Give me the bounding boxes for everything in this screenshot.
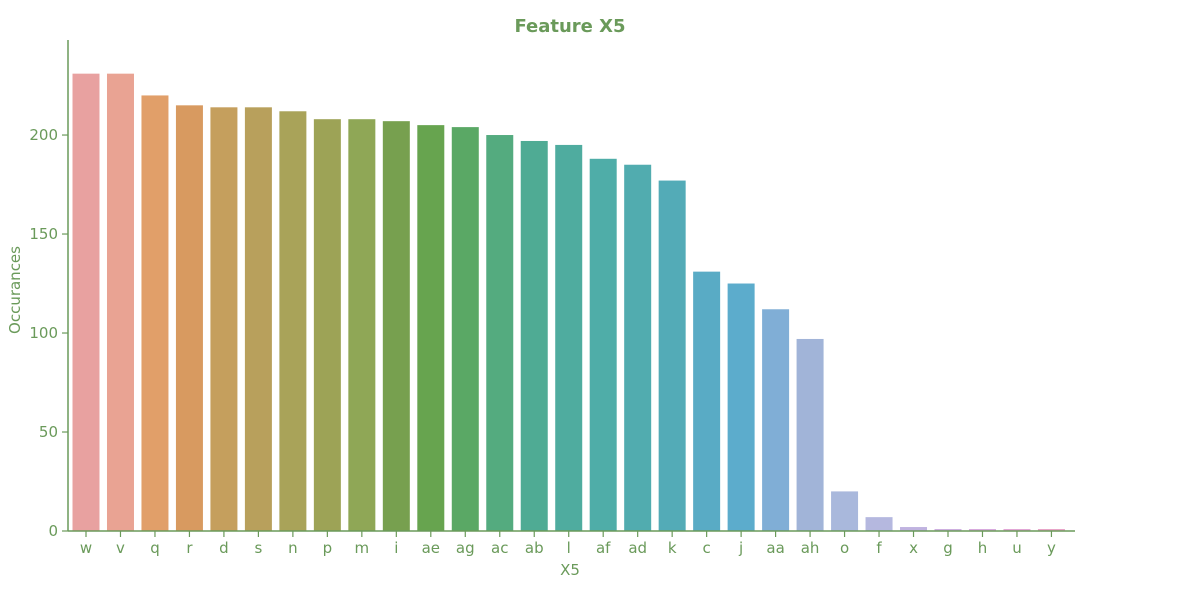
x-tick-label-c: c <box>703 539 711 557</box>
bar-i <box>382 121 410 532</box>
y-tick-label: 200 <box>29 126 58 144</box>
bar-u <box>1003 529 1031 531</box>
bar-f <box>865 517 893 531</box>
bar-c <box>693 271 721 531</box>
x-tick-label-j: j <box>738 539 743 557</box>
x-tick-label-d: d <box>219 539 229 557</box>
bar-h <box>968 529 996 531</box>
x-tick-label-u: u <box>1012 539 1022 557</box>
x-tick-label-q: q <box>150 539 160 557</box>
x-tick-label-ab: ab <box>525 539 544 557</box>
y-axis-ticks: 0 50 100 150 200 <box>29 126 68 540</box>
bar-af <box>589 158 617 532</box>
bar-w <box>72 73 100 531</box>
bar-y <box>1037 529 1065 531</box>
x-tick-label-ae: ae <box>422 539 440 557</box>
x-tick-label-n: n <box>288 539 298 557</box>
bar-ae <box>417 125 445 531</box>
x-tick-label-s: s <box>254 539 262 557</box>
y-tick-label: 0 <box>48 522 58 540</box>
x-tick-label-y: y <box>1047 539 1056 557</box>
x-tick-label-af: af <box>596 539 611 557</box>
bar-ad <box>624 164 652 532</box>
bar-p <box>313 119 341 531</box>
bar-ab <box>520 140 548 531</box>
x-tick-label-v: v <box>116 539 125 557</box>
x-axis-ticks: w v q r d s n p m i ae ag ac ab l af ad k c j aa ah o f x g h u y <box>80 531 1056 557</box>
x-tick-label-ah: ah <box>801 539 820 557</box>
bar-d <box>210 107 238 531</box>
bar-ah <box>796 338 824 531</box>
bar-m <box>348 119 376 531</box>
y-axis-label: Occurances <box>6 246 24 334</box>
bar-l <box>555 144 583 531</box>
x-tick-label-l: l <box>567 539 571 557</box>
x-tick-label-o: o <box>840 539 849 557</box>
bar-x <box>900 527 928 531</box>
bar-n <box>279 111 307 532</box>
x-axis-label: X5 <box>560 561 580 579</box>
x-tick-label-h: h <box>978 539 988 557</box>
bar-j <box>727 283 755 531</box>
bar-g <box>934 529 962 531</box>
x-tick-label-f: f <box>876 539 882 557</box>
x-tick-label-ac: ac <box>491 539 508 557</box>
x-tick-label-ag: ag <box>456 539 475 557</box>
x-tick-label-m: m <box>355 539 370 557</box>
bar-k <box>658 180 686 531</box>
y-tick-label: 100 <box>29 324 58 342</box>
bar-r <box>175 105 203 531</box>
x-tick-label-i: i <box>394 539 398 557</box>
x-tick-label-p: p <box>323 539 333 557</box>
x-tick-label-w: w <box>80 539 92 557</box>
bar-v <box>106 73 134 531</box>
x-tick-label-g: g <box>943 539 953 557</box>
x-tick-label-r: r <box>186 539 193 557</box>
bars-group <box>72 73 1065 532</box>
bar-q <box>141 95 169 531</box>
bar-s <box>244 107 272 531</box>
x-tick-label-k: k <box>668 539 677 557</box>
x-tick-label-ad: ad <box>628 539 647 557</box>
x-tick-label-x: x <box>909 539 918 557</box>
bar-ac <box>486 135 514 531</box>
bar-aa <box>762 309 790 531</box>
bar-o <box>831 491 859 531</box>
chart-title: Feature X5 <box>514 16 625 37</box>
y-tick-label: 50 <box>39 423 58 441</box>
bar-ag <box>451 127 479 532</box>
x-tick-label-aa: aa <box>766 539 784 557</box>
y-tick-label: 150 <box>29 225 58 243</box>
